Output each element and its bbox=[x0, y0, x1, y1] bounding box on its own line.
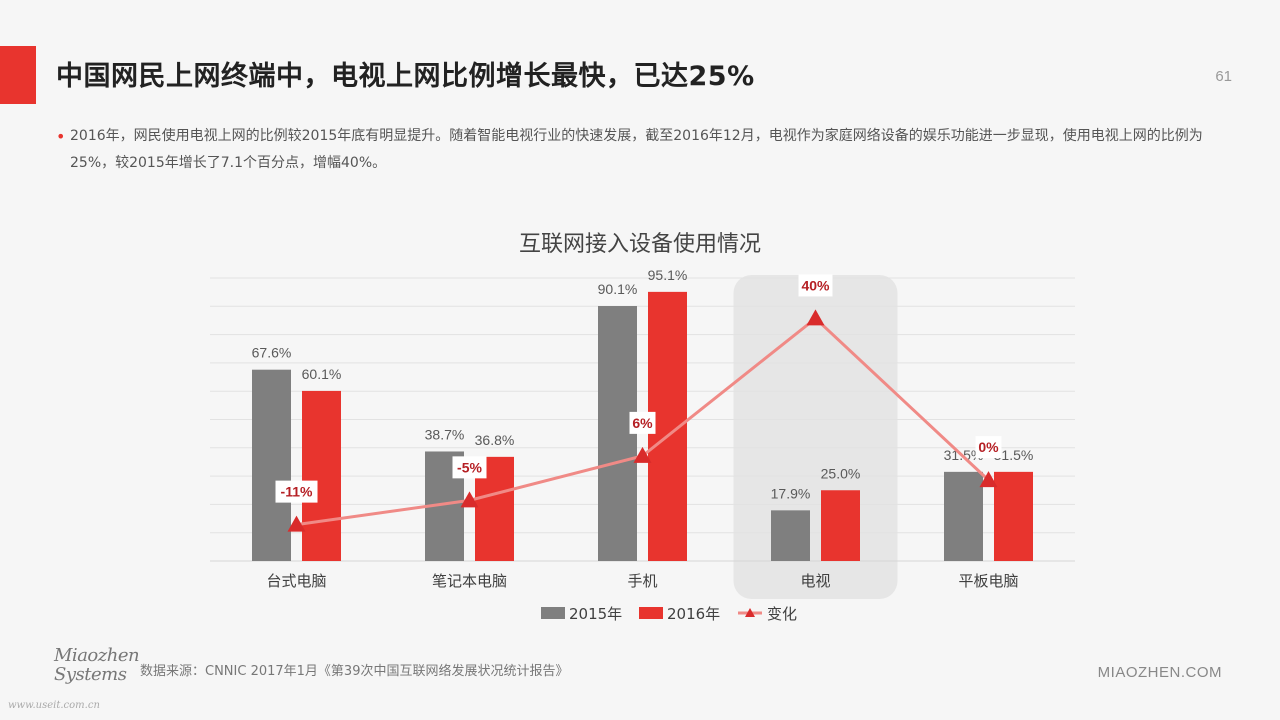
legend-label-1: 2016年 bbox=[667, 605, 720, 623]
data-label-2015-3: 17.9% bbox=[771, 485, 811, 501]
change-label-0: -11% bbox=[281, 484, 313, 500]
change-marker-0 bbox=[287, 515, 306, 532]
x-tick-label-1: 笔记本电脑 bbox=[432, 572, 507, 590]
data-label-2015-0: 67.6% bbox=[252, 345, 292, 361]
change-label-4: 0% bbox=[978, 439, 999, 455]
data-label-2015-2: 90.1% bbox=[598, 281, 638, 297]
legend-marker-2 bbox=[745, 608, 755, 617]
data-source: 数据来源：CNNIC 2017年1月《第39次中国互联网络发展状况统计报告》 bbox=[140, 664, 569, 679]
change-label-2: 6% bbox=[632, 415, 653, 431]
change-marker-4 bbox=[979, 471, 998, 488]
data-label-2016-2: 95.1% bbox=[648, 267, 688, 283]
bar-2015-3 bbox=[771, 510, 810, 561]
data-label-2016-4: 31.5% bbox=[994, 447, 1034, 463]
logo-text: Miaozhen Systems bbox=[54, 645, 140, 685]
chart-title: 互联网接入设备使用情况 bbox=[518, 232, 761, 257]
title-accent-bar bbox=[0, 46, 36, 104]
change-marker-2 bbox=[633, 446, 652, 463]
watermark: www.useit.com.cn bbox=[8, 700, 100, 711]
data-label-2015-1: 38.7% bbox=[425, 426, 465, 442]
bar-2016-4 bbox=[994, 471, 1033, 561]
bullet-dot-icon: • bbox=[56, 127, 66, 146]
change-label-box-0 bbox=[275, 480, 318, 503]
summary-text: 2016年，网民使用电视上网的比例较2015年底有明显提升。随着智能电视行业的快… bbox=[70, 128, 1203, 171]
change-marker-3 bbox=[806, 309, 825, 326]
bar-2016-0 bbox=[302, 390, 341, 561]
change-label-box-2 bbox=[629, 411, 656, 434]
change-label-1: -5% bbox=[457, 459, 482, 475]
change-label-box-3 bbox=[798, 274, 833, 297]
brand-site: MIAOZHEN.COM bbox=[1097, 664, 1222, 681]
x-tick-label-4: 平板电脑 bbox=[958, 572, 1018, 590]
page-title: 中国网民上网终端中，电视上网比例增长最快，已达25% bbox=[56, 61, 755, 92]
legend-swatch-1 bbox=[639, 607, 663, 619]
change-label-box-4 bbox=[975, 436, 1002, 459]
legend-swatch-0 bbox=[541, 607, 565, 619]
legend-label-2: 变化 bbox=[767, 605, 797, 623]
bar-2015-4 bbox=[944, 471, 983, 561]
bar-2016-3 bbox=[821, 490, 860, 561]
data-label-2016-0: 60.1% bbox=[302, 366, 342, 382]
x-tick-label-0: 台式电脑 bbox=[266, 572, 326, 590]
page-number: 61 bbox=[1215, 68, 1232, 85]
change-marker-1 bbox=[460, 491, 479, 508]
legend-label-0: 2015年 bbox=[569, 605, 622, 623]
change-label-3: 40% bbox=[801, 277, 830, 293]
bar-2015-0 bbox=[252, 369, 291, 561]
x-tick-label-3: 电视 bbox=[800, 572, 830, 590]
x-tick-label-2: 手机 bbox=[627, 572, 657, 590]
summary-bullet: • 2016年，网民使用电视上网的比例较2015年底有明显提升。随着智能电视行业… bbox=[56, 123, 1236, 177]
data-label-2016-3: 25.0% bbox=[821, 465, 861, 481]
data-label-2016-1: 36.8% bbox=[475, 432, 515, 448]
change-label-box-1 bbox=[452, 456, 487, 479]
miaozhen-logo: Miaozhen Systems bbox=[54, 646, 140, 684]
